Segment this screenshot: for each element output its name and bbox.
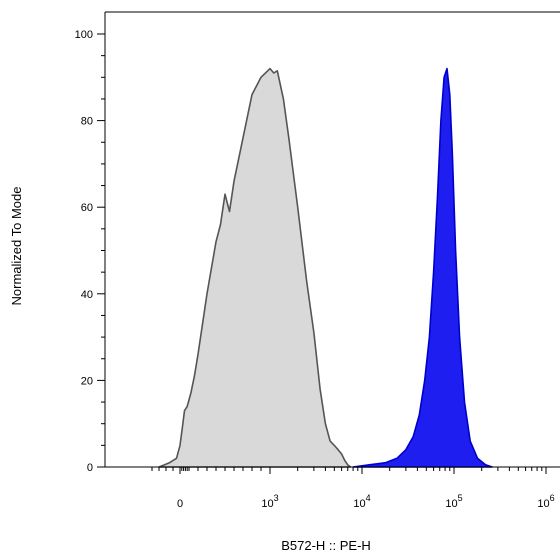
x-tick-label: 0 [177,498,183,510]
histogram-series-1 [158,67,352,468]
x-axis-title: B572-H :: PE-H [281,538,371,553]
x-tick-label: 104 [353,493,370,510]
y-axis-ticks: 0 20 40 60 80 100 [75,29,105,474]
plot-background [105,12,560,467]
y-tick-label: 40 [81,289,93,301]
y-axis-title: Normalized To Mode [9,187,24,306]
x-axis-ticks: 0 103 104 105 106 [151,467,555,510]
series-layer [158,67,493,468]
histogram-series-2 [352,67,493,468]
y-tick-label: 80 [81,116,93,128]
y-tick-label: 20 [81,375,93,387]
x-tick-label: 106 [537,493,554,510]
y-tick-label: 100 [75,29,93,41]
y-tick-label: 60 [81,202,93,214]
x-tick-label: 105 [445,493,462,510]
x-tick-label: 103 [261,493,278,510]
y-tick-label: 0 [87,462,93,474]
